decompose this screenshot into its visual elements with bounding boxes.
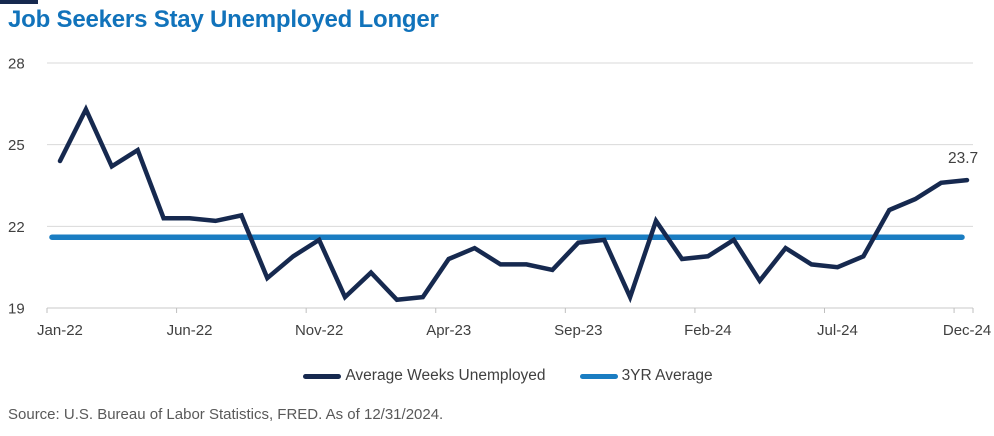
legend-item-average-weeks-unemployed: Average Weeks Unemployed (303, 367, 546, 385)
line-chart-plot: 28 25 22 19 Jan-22 Jun-22 Nov-22 Apr-23 Sep-23 Fe… (8, 56, 991, 340)
chart-title: Job Seekers Stay Unemployed Longer (8, 6, 439, 33)
x-axis-label-Sep-23: Sep-23 (554, 322, 602, 339)
y-axis-label-22: 22 (8, 219, 25, 236)
x-axis-label-Apr-23: Apr-23 (426, 322, 471, 339)
x-axis-label-Dec-24: Dec-24 (943, 322, 991, 339)
x-axis-label-Jan-22: Jan-22 (37, 322, 83, 339)
y-axis-label-28: 28 (8, 56, 25, 73)
average-weeks-unemployed-line (57, 104, 970, 304)
legend-label-average-weeks-unemployed: Average Weeks Unemployed (345, 367, 546, 384)
x-axis-label-Jun-22: Jun-22 (167, 322, 213, 339)
y-axis-label-25: 25 (8, 137, 25, 154)
x-axis-label-Nov-22: Nov-22 (295, 322, 343, 339)
source-attribution: Source: U.S. Bureau of Labor Statistics,… (8, 406, 444, 423)
y-axis-label-19: 19 (8, 301, 25, 318)
legend-item-3yr-average: 3YR Average (579, 367, 713, 385)
accent-bar (0, 0, 38, 4)
chart-legend: Average Weeks Unemployed 3YR Average (0, 363, 994, 389)
x-axis-label-Feb-24: Feb-24 (684, 322, 732, 339)
legend-label-3yr-average: 3YR Average (621, 367, 713, 384)
legend-swatch-navy-line (303, 373, 342, 379)
x-axis-label-Jul-24: Jul-24 (817, 322, 858, 339)
end-data-label: 23.7 (948, 150, 978, 167)
legend-swatch-blue-line (579, 373, 618, 379)
